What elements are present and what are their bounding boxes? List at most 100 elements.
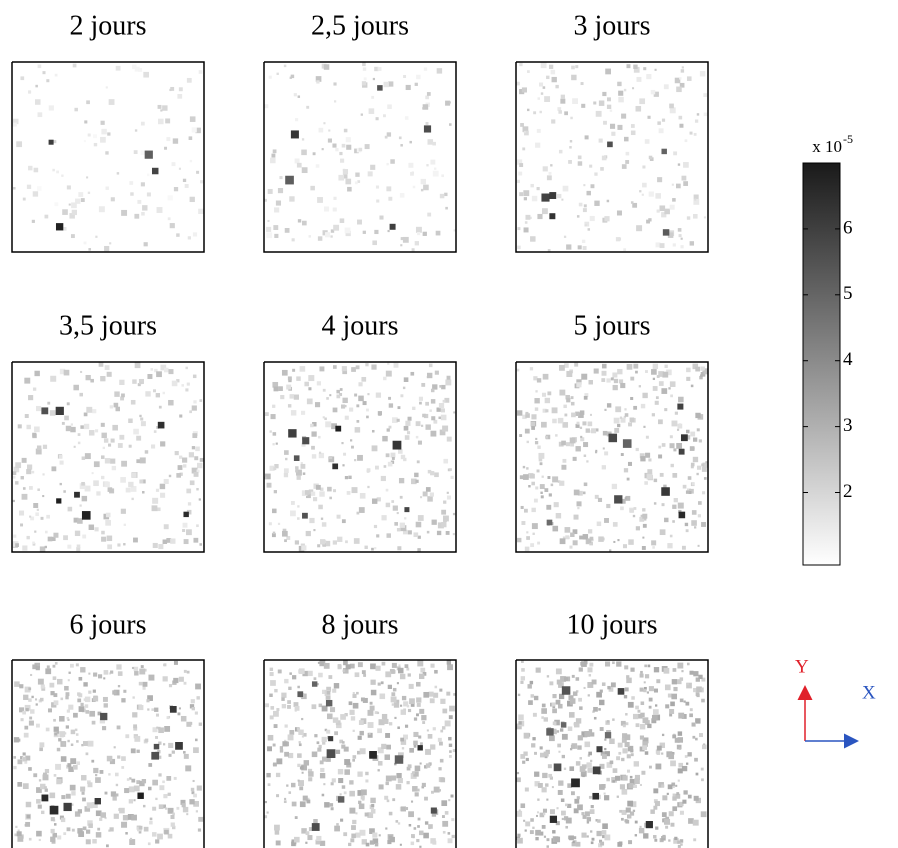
speckle <box>678 762 684 768</box>
speckle <box>385 775 392 782</box>
speckle <box>542 772 548 779</box>
speckle <box>685 490 690 494</box>
speckle <box>565 817 572 824</box>
speckle <box>32 664 38 670</box>
speckle <box>301 490 308 496</box>
speckle <box>291 782 296 788</box>
speckle <box>79 392 83 397</box>
speckle <box>198 70 203 74</box>
speckle <box>354 427 361 433</box>
speckle <box>49 792 56 799</box>
speckle <box>185 366 188 370</box>
speckle <box>648 686 654 692</box>
speckle <box>152 832 157 837</box>
speckle <box>523 474 529 480</box>
speckle <box>547 249 551 252</box>
speckle <box>341 366 347 372</box>
speckle <box>670 822 675 827</box>
speckle <box>584 224 587 227</box>
speckle <box>405 807 409 810</box>
speckle <box>589 809 595 814</box>
speckle <box>284 724 288 728</box>
speckle <box>555 512 562 519</box>
speckle <box>66 402 70 406</box>
speckle <box>122 814 129 821</box>
speckle <box>193 537 199 543</box>
speckle <box>656 375 660 378</box>
speckle <box>272 531 276 535</box>
speckle <box>658 782 664 788</box>
speckle <box>674 836 678 840</box>
speckle <box>92 839 97 844</box>
speckle <box>551 119 556 124</box>
speckle <box>156 726 159 729</box>
speckle <box>391 417 398 424</box>
speckle <box>615 775 621 781</box>
speckle <box>365 779 369 783</box>
speckle <box>55 763 62 770</box>
speckle <box>87 780 91 784</box>
speckle <box>281 692 287 698</box>
speckle <box>680 69 685 73</box>
speckle <box>288 378 292 383</box>
speckle <box>516 179 520 184</box>
speckle <box>598 843 603 848</box>
speckle <box>429 492 435 497</box>
speckle <box>131 497 134 501</box>
speckle <box>342 169 349 175</box>
speckle <box>361 789 367 796</box>
speckle <box>669 435 673 439</box>
speckle <box>320 661 325 666</box>
speckle <box>624 408 627 411</box>
speckle <box>155 736 158 739</box>
speckle <box>15 481 19 485</box>
speckle <box>63 369 70 376</box>
speckle <box>560 98 566 104</box>
speckle <box>689 131 693 135</box>
speckle <box>352 693 357 699</box>
speckle <box>572 98 578 105</box>
speckle <box>655 193 661 199</box>
dark-spot <box>389 223 396 230</box>
speckle <box>310 491 316 496</box>
speckle <box>542 166 548 172</box>
speckle <box>110 458 116 464</box>
speckle <box>678 423 682 426</box>
speckle <box>386 162 389 166</box>
speckle <box>400 454 406 460</box>
speckle <box>531 481 535 486</box>
speckle <box>108 773 111 776</box>
map-frame <box>515 61 709 253</box>
speckle <box>436 530 442 536</box>
speckle <box>588 674 592 677</box>
speckle <box>375 465 379 470</box>
speckle <box>375 185 380 189</box>
speckle <box>433 419 438 424</box>
speckle <box>340 818 344 822</box>
speckle <box>563 767 567 770</box>
dark-spot <box>417 745 423 751</box>
speckle <box>361 376 367 382</box>
speckle <box>656 679 661 684</box>
speckle <box>312 422 317 427</box>
speckle <box>60 756 67 762</box>
speckle <box>86 406 93 413</box>
speckle <box>446 375 451 380</box>
speckle <box>433 786 440 793</box>
speckle <box>340 158 345 163</box>
speckle <box>694 198 697 201</box>
speckle <box>634 774 641 780</box>
speckle <box>329 455 333 460</box>
speckle <box>425 401 430 406</box>
speckle <box>441 726 446 730</box>
speckle <box>624 819 628 823</box>
speckle <box>561 754 565 759</box>
speckle <box>656 745 662 751</box>
speckle <box>522 414 527 420</box>
speckle <box>621 809 627 815</box>
speckle <box>53 532 59 538</box>
speckle <box>274 824 280 831</box>
speckle <box>99 718 106 724</box>
speckle <box>98 362 104 367</box>
speckle <box>412 185 416 189</box>
